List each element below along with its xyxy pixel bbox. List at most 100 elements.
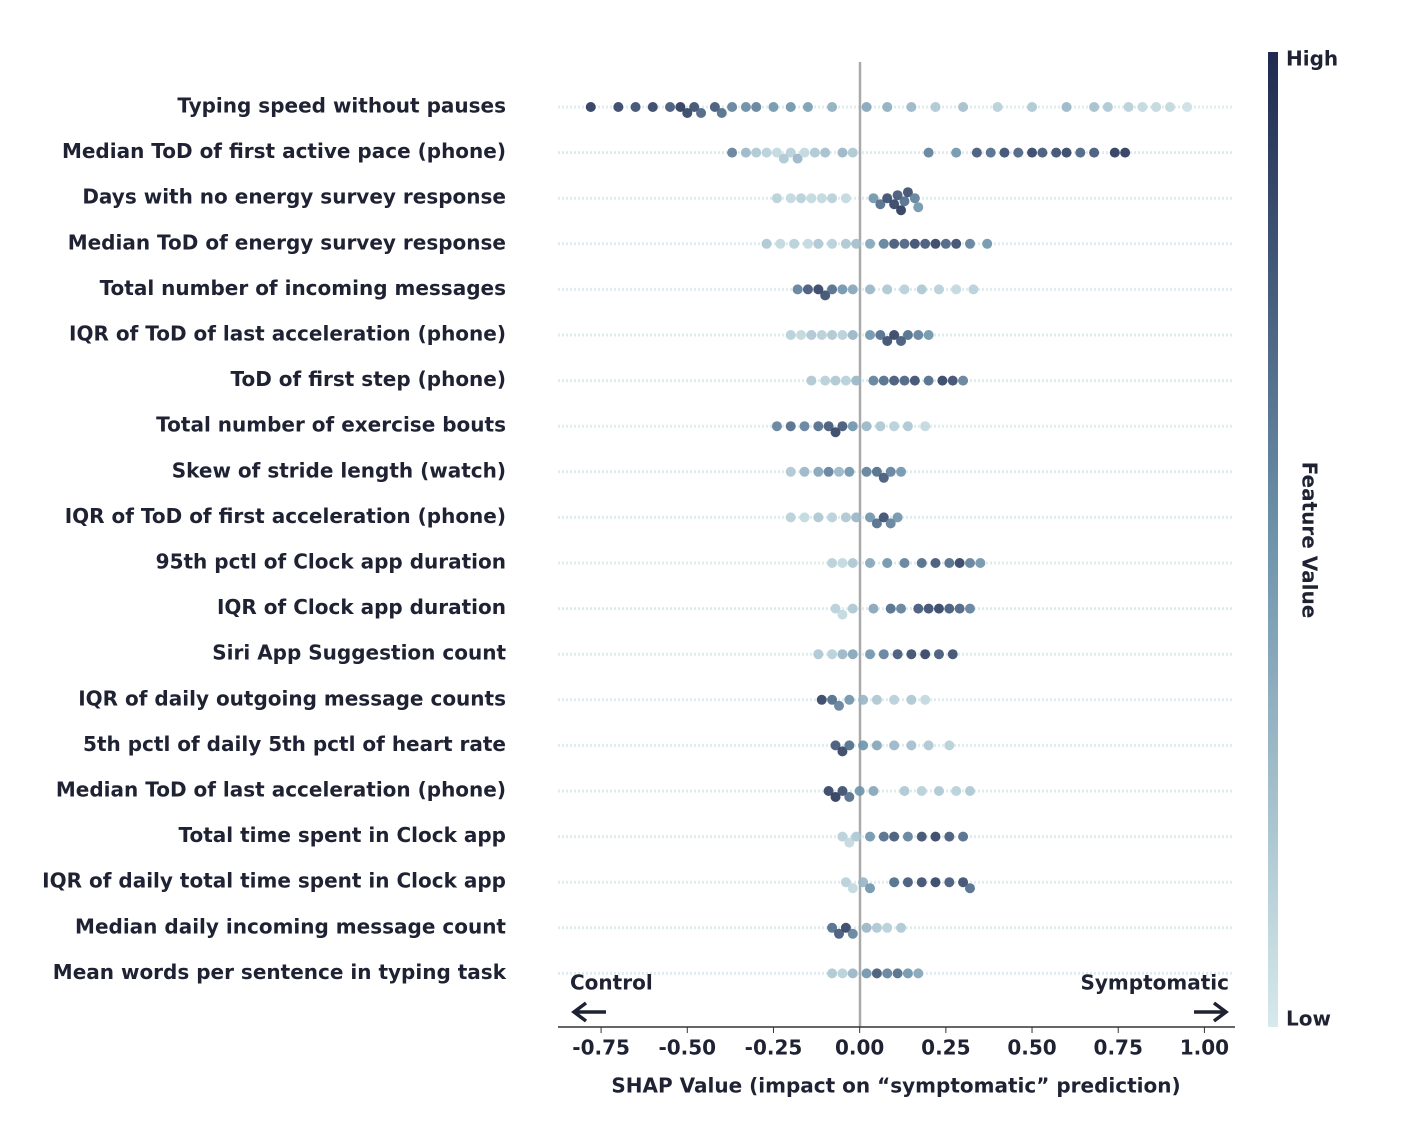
dot bbox=[892, 512, 903, 523]
dot bbox=[958, 102, 969, 112]
dot bbox=[847, 558, 858, 568]
dot bbox=[944, 740, 955, 751]
dot bbox=[865, 238, 876, 249]
dot bbox=[847, 284, 858, 295]
dot bbox=[902, 877, 913, 888]
dot bbox=[837, 284, 848, 295]
dot bbox=[630, 102, 641, 112]
dot bbox=[689, 102, 700, 112]
dot bbox=[878, 512, 889, 523]
dot bbox=[882, 558, 893, 568]
row-label: Skew of stride length (watch) bbox=[172, 458, 506, 482]
dot bbox=[920, 421, 931, 432]
dot bbox=[827, 330, 838, 340]
dot bbox=[951, 147, 962, 158]
dot bbox=[889, 375, 900, 386]
dot bbox=[837, 609, 848, 620]
x-tick-label: -0.25 bbox=[745, 1036, 803, 1060]
dot bbox=[840, 922, 851, 933]
dot bbox=[933, 786, 944, 796]
dot bbox=[847, 603, 858, 614]
dot bbox=[840, 877, 851, 888]
dot bbox=[799, 421, 810, 432]
dot bbox=[1164, 102, 1175, 112]
dot bbox=[792, 153, 803, 164]
row-label: Median ToD of energy survey response bbox=[68, 230, 506, 254]
dot bbox=[840, 375, 851, 386]
row-label: IQR of ToD of first acceleration (phone) bbox=[65, 504, 506, 528]
dot bbox=[920, 238, 931, 249]
dot bbox=[827, 558, 838, 568]
dot bbox=[1061, 102, 1072, 112]
dot bbox=[751, 102, 762, 112]
dot bbox=[985, 147, 996, 158]
dot bbox=[1013, 147, 1024, 158]
dots bbox=[585, 102, 1193, 979]
dot bbox=[696, 108, 707, 118]
dot bbox=[827, 238, 838, 249]
dot bbox=[913, 968, 924, 979]
dot bbox=[837, 147, 848, 158]
dot bbox=[889, 199, 900, 210]
dot bbox=[854, 786, 865, 796]
dot bbox=[830, 740, 841, 751]
dot bbox=[951, 786, 962, 796]
dot bbox=[906, 649, 917, 660]
dot bbox=[785, 102, 796, 112]
dot bbox=[844, 837, 855, 848]
dot bbox=[865, 512, 876, 523]
dot bbox=[827, 968, 838, 979]
dot bbox=[913, 330, 924, 340]
dot bbox=[830, 792, 841, 802]
dot bbox=[865, 649, 876, 660]
dot bbox=[813, 466, 824, 477]
dot bbox=[830, 375, 841, 386]
dot bbox=[871, 968, 882, 979]
dot bbox=[1061, 147, 1072, 158]
x-tick-label: 0.00 bbox=[835, 1036, 884, 1060]
dot bbox=[716, 108, 727, 118]
dot bbox=[858, 694, 869, 705]
dot bbox=[899, 375, 910, 386]
dot bbox=[861, 421, 872, 432]
dot bbox=[802, 102, 813, 112]
x-tick-label: 0.25 bbox=[921, 1036, 970, 1060]
dot bbox=[837, 786, 848, 796]
dot bbox=[778, 153, 789, 164]
x-tick-label: 0.75 bbox=[1094, 1036, 1143, 1060]
dot bbox=[954, 558, 965, 568]
dot bbox=[882, 336, 893, 346]
row-label: Total number of exercise bouts bbox=[156, 413, 506, 437]
dot bbox=[820, 147, 831, 158]
row-label: IQR of Clock app duration bbox=[217, 595, 506, 619]
dot bbox=[920, 649, 931, 660]
dot bbox=[868, 193, 879, 204]
dot bbox=[909, 238, 920, 249]
dot bbox=[858, 740, 869, 751]
dot bbox=[964, 883, 975, 894]
dot bbox=[785, 421, 796, 432]
dot bbox=[806, 330, 817, 340]
dot bbox=[875, 421, 886, 432]
dot bbox=[823, 786, 834, 796]
dot bbox=[1102, 102, 1113, 112]
dot bbox=[816, 193, 827, 204]
left-annotation: Control bbox=[570, 971, 653, 995]
dot bbox=[920, 694, 931, 705]
dot bbox=[964, 786, 975, 796]
dot bbox=[889, 330, 900, 340]
dot bbox=[709, 102, 720, 112]
dot bbox=[813, 284, 824, 295]
dot bbox=[889, 238, 900, 249]
dot bbox=[827, 193, 838, 204]
dot bbox=[851, 831, 862, 842]
dot bbox=[682, 108, 693, 118]
dot bbox=[964, 238, 975, 249]
dot bbox=[916, 786, 927, 796]
dot bbox=[727, 147, 738, 158]
dot bbox=[775, 238, 786, 249]
dot bbox=[837, 831, 848, 842]
colorbar-title: Feature Value bbox=[1298, 462, 1322, 619]
dot bbox=[882, 193, 893, 204]
dot bbox=[964, 558, 975, 568]
